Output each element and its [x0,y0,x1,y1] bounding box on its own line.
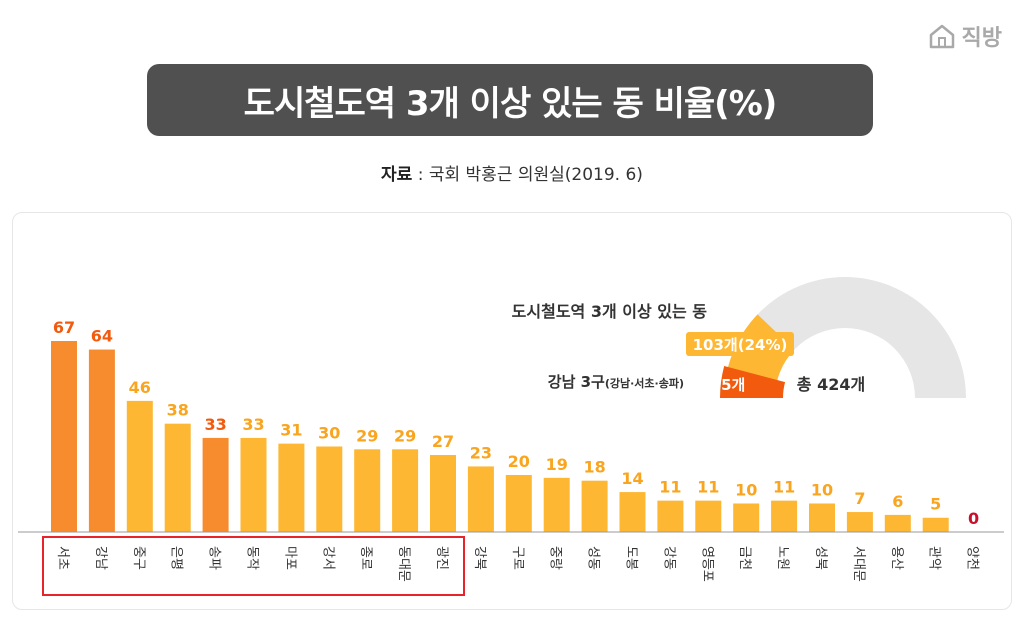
bar-강동 [657,500,684,532]
category-label: 광진 [434,546,449,570]
inset-title: 도시철도역 3개 이상 있는 동 [512,302,708,321]
category-label: 강남 [93,546,108,570]
source-label: 자료 [381,165,413,185]
page-title-text: 도시철도역 3개 이상 있는 동 비율(%) [243,83,778,124]
bar-성북 [809,503,835,532]
bar-value-label: 20 [508,452,530,471]
bar-value-label: 38 [167,401,189,420]
bar-value-label: 30 [318,423,340,442]
bar-value-label: 64 [91,327,113,346]
bar-은평 [164,423,191,532]
category-label: 동대문 [396,546,411,582]
page-title: 도시철도역 3개 이상 있는 동 비율(%) [147,64,873,136]
bar-value-label: 10 [811,480,833,499]
bar-value-label: 27 [432,432,454,451]
bar-강서 [316,446,343,532]
bar-value-label: 46 [129,378,151,397]
bar-value-label: 14 [621,469,643,488]
category-label: 중구 [131,546,146,570]
category-label: 서대문 [851,546,866,582]
category-label: 용산 [889,546,904,570]
bar-value-label: 33 [204,415,226,434]
bar-관악 [922,517,949,532]
category-label: 마포 [282,546,297,570]
house-icon [929,24,954,49]
category-label: 성동 [586,546,601,570]
bar-영등포 [695,500,722,532]
bar-value-label: 19 [546,455,568,474]
bar-동대문 [392,449,419,532]
category-label: 종로 [358,546,373,570]
donut-segment-gangnam3 [720,365,786,398]
bar-서초 [51,341,77,532]
bar-value-label: 23 [470,443,492,462]
category-label: 관악 [927,546,942,570]
bar-value-label: 11 [773,478,795,497]
bar-송파 [202,437,229,532]
bar-value-label: 5 [930,495,941,514]
bar-value-label: 33 [242,415,264,434]
category-label: 강서 [320,546,335,570]
bar-value-label: 11 [659,478,681,497]
category-label: 강북 [472,546,487,570]
bar-value-label: 18 [583,458,605,477]
bar-동작 [240,437,267,532]
bar-노원 [771,500,798,532]
bar-구로 [505,474,532,532]
bar-광진 [430,455,456,532]
bar-value-label: 31 [280,421,302,440]
inset-donut-chart: 도시철도역 3개 이상 있는 동 103개(24%) 35개 강남 3구(강남·서초·… [512,277,966,398]
segment-gangnam3-label: 강남 3구(강남·서초·송파) [548,373,684,391]
bar-value-label: 7 [854,489,865,508]
segment-share-tag [686,332,794,356]
category-label: 금천 [737,546,752,570]
category-label: 서초 [55,546,70,570]
bar-value-label: 6 [892,492,903,511]
category-label: 도봉 [624,546,639,570]
bar-도봉 [619,492,646,532]
bar-value-label: 0 [968,509,979,528]
bar-중랑 [543,477,570,532]
bar-value-label: 10 [735,480,757,499]
bar-강북 [467,466,494,532]
bar-value-label: 67 [53,318,75,337]
bar-금천 [733,503,760,532]
source-line: 자료 : 국회 박홍근 의원실(2019. 6) [0,160,1024,185]
category-label: 동작 [245,546,260,570]
category-label: 영등포 [699,546,714,582]
category-label: 구로 [510,546,525,570]
bar-value-label: 11 [697,478,719,497]
category-label: 성북 [813,546,828,570]
source-text: 국회 박홍근 의원실(2019. 6) [428,165,643,185]
bar-중구 [126,400,153,532]
bar-value-label: 29 [356,426,378,445]
brand-logo: 직방 [928,20,1002,52]
category-label: 양천 [965,546,980,570]
category-label: 은평 [169,546,184,570]
category-label: 중랑 [548,546,563,570]
segment-share-label: 103개(24%) [693,336,788,354]
bar-종로 [354,449,381,532]
brand-name: 직방 [961,26,1002,51]
bar-value-label: 29 [394,426,416,445]
segment-gangnam3-value: 35개 [711,376,746,394]
bar-강남 [88,349,115,532]
category-label: 노원 [775,546,790,570]
category-label: 송파 [207,546,222,570]
highlight-box [42,536,465,596]
bar-용산 [884,514,911,532]
source-separator: : [412,165,429,185]
inset-total-label: 총 424개 [797,375,865,394]
bar-성동 [581,480,608,532]
category-label: 강동 [661,546,676,570]
bar-서대문 [846,512,873,532]
donut-background-segment [724,277,966,398]
bar-마포 [278,443,305,532]
